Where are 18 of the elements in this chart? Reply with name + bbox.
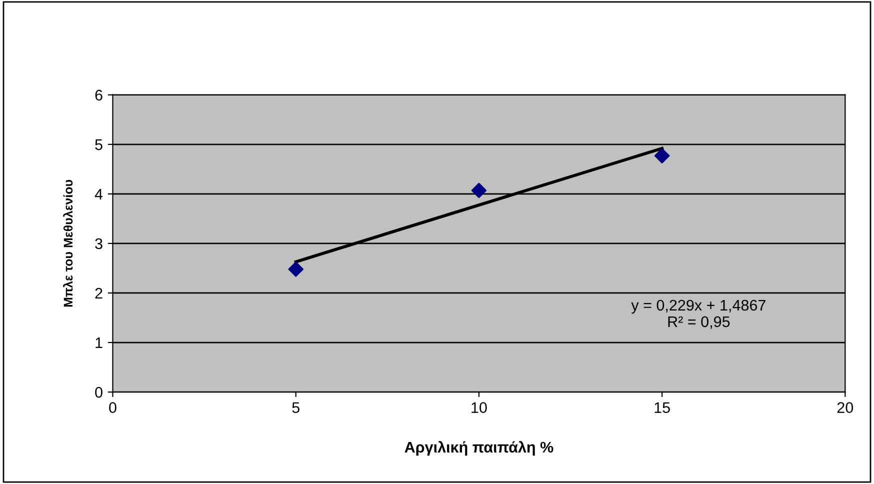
x-tick-label: 15 [654, 402, 670, 413]
point [471, 182, 487, 198]
y-axis-title: Μπλε του Μεθυλενίου [63, 180, 73, 307]
x-axis-title: Αργιλική παιπάλη % [404, 441, 554, 456]
x-tick-label: 0 [109, 402, 116, 413]
x-tick-label: 5 [292, 402, 300, 413]
x-tick-label: 20 [837, 402, 854, 413]
y-tick-label: 6 [95, 90, 102, 101]
x-tick-label: 10 [472, 402, 487, 413]
annotation: y = 0,229x + 1,4867 R² = 0,95 [631, 300, 766, 329]
y-tick-label: 2 [95, 288, 102, 299]
y-tick-label: 5 [95, 139, 102, 150]
point [654, 148, 670, 164]
y-tick-label: 4 [94, 188, 103, 200]
y-tick-label: 1 [96, 338, 102, 348]
point [288, 262, 304, 277]
y-tick-label: 3 [95, 238, 102, 250]
y-tick-label: 0 [95, 386, 102, 398]
